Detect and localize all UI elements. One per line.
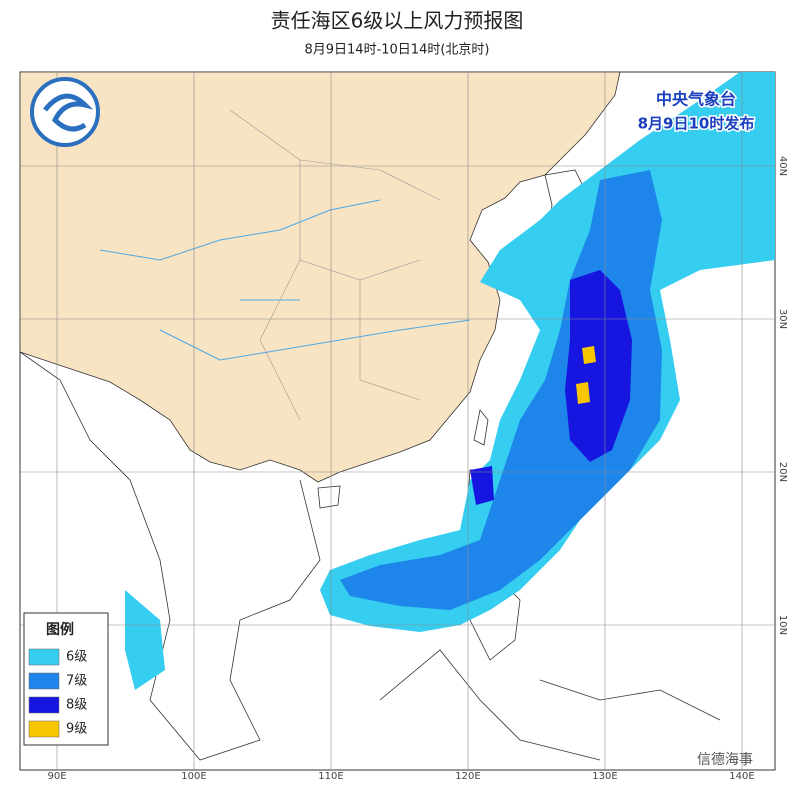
- legend-label: 6级: [66, 650, 87, 665]
- logo: [30, 77, 100, 147]
- legend-label: 7级: [66, 674, 87, 689]
- wind-area-8: [565, 270, 632, 462]
- taiwan-coast: [473, 409, 489, 446]
- wind-area-9: [582, 346, 596, 364]
- wind-area-9: [576, 382, 590, 404]
- lon-label: 130E: [592, 771, 617, 782]
- hainan-coast: [317, 485, 341, 509]
- legend-label: 8级: [66, 698, 87, 713]
- legend-swatch: [28, 696, 60, 714]
- province-border: [229, 109, 441, 421]
- legend-swatch: [28, 648, 60, 666]
- river: [99, 199, 471, 361]
- legend-swatch: [28, 720, 60, 738]
- title: 责任海区6级以上风力预报图: [271, 9, 524, 33]
- watermark: 信德海事: [697, 752, 753, 768]
- lat-label: 30N: [777, 309, 788, 329]
- logo-mark: [43, 93, 94, 132]
- lat-label: 10N: [777, 615, 788, 635]
- legend-title: 图例: [46, 621, 74, 638]
- sea-coast: [20, 351, 721, 761]
- map-body: [20, 72, 775, 770]
- wind-area-6: [320, 72, 775, 632]
- lat-label: 40N: [777, 156, 788, 176]
- china-land: [20, 72, 621, 483]
- lon-label: 110E: [318, 771, 343, 782]
- lon-label: 120E: [455, 771, 480, 782]
- lon-label: 100E: [181, 771, 206, 782]
- wind-area-8: [470, 466, 494, 505]
- legend-swatch: [28, 672, 60, 690]
- wind-areas: [125, 72, 775, 690]
- lat-label: 20N: [777, 462, 788, 482]
- lon-label: 90E: [47, 771, 66, 782]
- subtitle: 8月9日14时-10日14时(北京时): [304, 43, 489, 58]
- issuer-time: 8月9日10时发布: [638, 115, 755, 133]
- wind-area-6: [125, 590, 165, 690]
- legend-label: 9级: [66, 722, 87, 737]
- issuer-name: 中央气象台: [656, 90, 736, 109]
- lon-label: 140E: [729, 771, 754, 782]
